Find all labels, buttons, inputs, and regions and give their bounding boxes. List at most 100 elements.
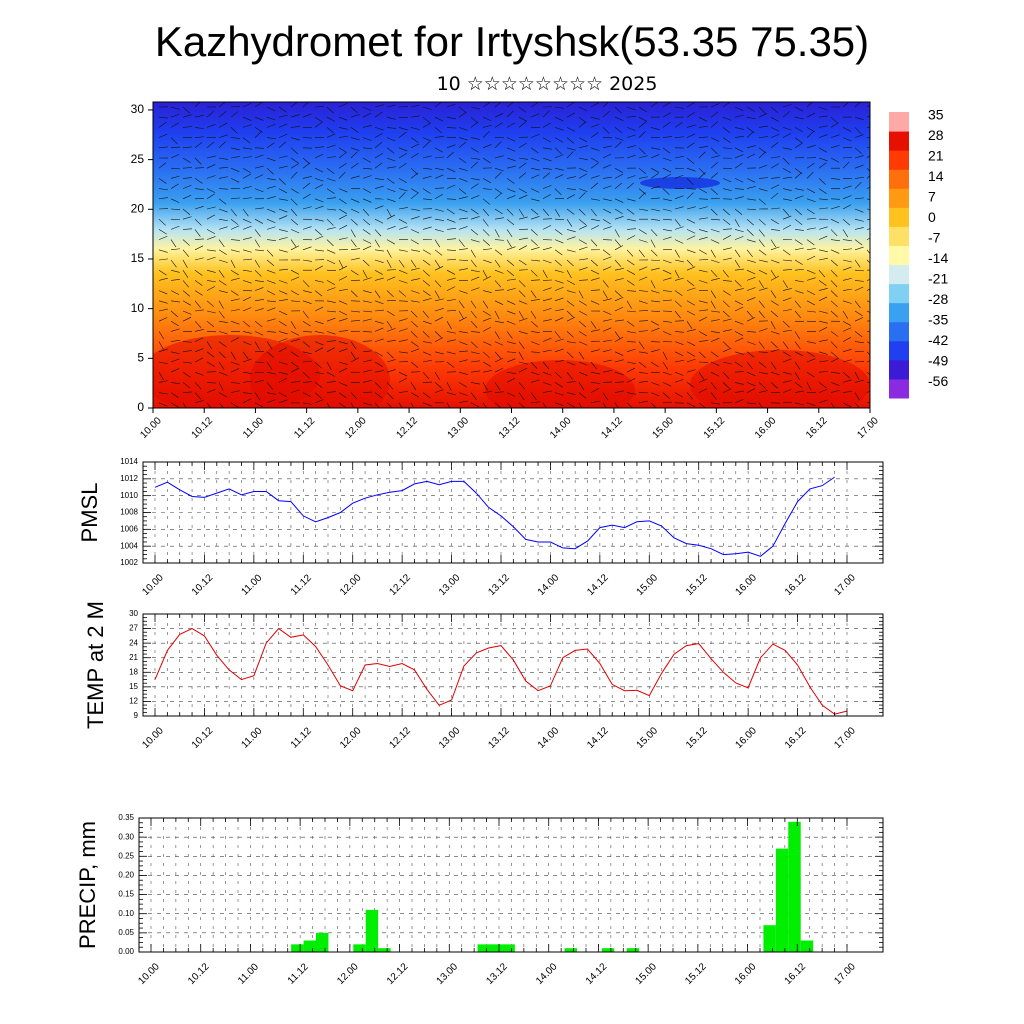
wind-barb xyxy=(662,229,672,232)
wind-barb xyxy=(674,136,684,138)
wind-barb xyxy=(638,176,648,179)
wind-barb xyxy=(830,357,840,363)
wind-barb xyxy=(470,320,478,328)
wind-barb xyxy=(746,186,756,189)
x-tick-label: 14.12 xyxy=(585,572,611,598)
wind-barb xyxy=(218,134,228,138)
wind-barb xyxy=(290,321,296,330)
wind-barb xyxy=(578,320,587,328)
wind-barb xyxy=(830,310,838,318)
wind-barb xyxy=(542,185,552,189)
wind-barb xyxy=(674,155,684,159)
wind-barb xyxy=(818,320,828,324)
wind-barb xyxy=(578,106,588,112)
wind-barb xyxy=(242,173,251,179)
wind-barb xyxy=(518,162,527,169)
wind-barb xyxy=(326,218,334,226)
wind-barb xyxy=(230,351,236,360)
wind-barb xyxy=(830,300,838,308)
wind-barb xyxy=(722,235,732,240)
wind-barb xyxy=(350,239,357,247)
wind-barb xyxy=(794,331,800,340)
colorbar-swatch xyxy=(889,264,909,285)
x-tick-label: 11.12 xyxy=(292,415,317,440)
wind-barb xyxy=(278,399,288,404)
wind-barb xyxy=(818,382,827,388)
wind-barb xyxy=(374,320,384,324)
wind-barb xyxy=(854,147,863,154)
wind-barb xyxy=(842,320,852,326)
wind-barb xyxy=(218,331,228,335)
wind-barb xyxy=(518,157,528,160)
wind-barb xyxy=(698,372,705,380)
wind-barb xyxy=(326,106,334,114)
wind-barb xyxy=(206,269,216,273)
wind-barb xyxy=(170,239,177,248)
x-tick-label: 10.00 xyxy=(140,725,166,751)
wind-barb xyxy=(314,178,324,182)
wind-barb xyxy=(650,402,657,408)
wind-barb xyxy=(482,208,490,217)
wind-barb xyxy=(290,208,298,217)
wind-barb xyxy=(218,382,224,391)
wind-barb xyxy=(254,320,263,327)
wind-barb xyxy=(662,147,671,154)
x-tick-label: 10.12 xyxy=(186,961,212,987)
wind-barb xyxy=(770,290,777,299)
wind-barb xyxy=(854,134,864,138)
wind-barb xyxy=(170,175,180,179)
wind-barb xyxy=(182,310,192,315)
wind-barb xyxy=(230,402,239,408)
y-tick-label: 1010 xyxy=(120,491,138,500)
wind-barb xyxy=(842,277,852,281)
wind-barb xyxy=(362,331,372,333)
wind-barb xyxy=(470,183,479,189)
wind-barb xyxy=(650,218,660,221)
wind-barb xyxy=(626,154,636,159)
precip-bar xyxy=(477,944,490,952)
cold-core xyxy=(640,177,720,189)
wind-barb xyxy=(578,116,587,124)
x-tick-label: 15.00 xyxy=(634,961,660,987)
wind-barb xyxy=(578,402,583,408)
wind-barb xyxy=(710,172,719,179)
wind-barb xyxy=(218,270,225,278)
wind-barb xyxy=(482,270,488,279)
wind-barb xyxy=(650,382,660,386)
wind-barb xyxy=(662,188,670,196)
wind-barb xyxy=(458,331,468,334)
wind-barb xyxy=(338,310,348,316)
wind-barb xyxy=(686,206,696,210)
wind-barb xyxy=(506,371,516,375)
wind-barb xyxy=(794,195,804,200)
wind-barb xyxy=(794,172,802,179)
wind-barb xyxy=(494,167,504,172)
wind-barb xyxy=(458,226,468,230)
wind-barb xyxy=(170,122,179,128)
y-tick-label: 12 xyxy=(129,697,138,706)
wind-barb xyxy=(686,329,696,332)
wind-barb xyxy=(494,280,502,288)
wind-barb xyxy=(638,116,648,122)
precip-bar xyxy=(763,925,776,952)
wind-barb xyxy=(350,402,355,408)
wind-barb xyxy=(458,371,468,375)
wind-barb xyxy=(350,127,359,133)
wind-barb xyxy=(734,337,744,342)
wind-barb xyxy=(806,341,816,344)
wind-barb xyxy=(242,249,252,253)
wind-barb xyxy=(266,239,276,242)
wind-barb xyxy=(518,208,525,217)
wind-barb xyxy=(350,218,358,226)
wind-barb xyxy=(230,147,240,151)
wind-barb xyxy=(542,225,552,230)
wind-barb xyxy=(626,300,632,309)
wind-barb xyxy=(506,358,516,363)
wind-barb xyxy=(542,307,552,312)
wind-barb xyxy=(386,137,396,142)
wind-barb xyxy=(338,318,348,322)
y-tick-label: 0.35 xyxy=(118,813,134,822)
wind-barb xyxy=(530,167,540,171)
x-tick-label: 16.12 xyxy=(804,415,830,441)
wind-barb xyxy=(302,259,312,262)
